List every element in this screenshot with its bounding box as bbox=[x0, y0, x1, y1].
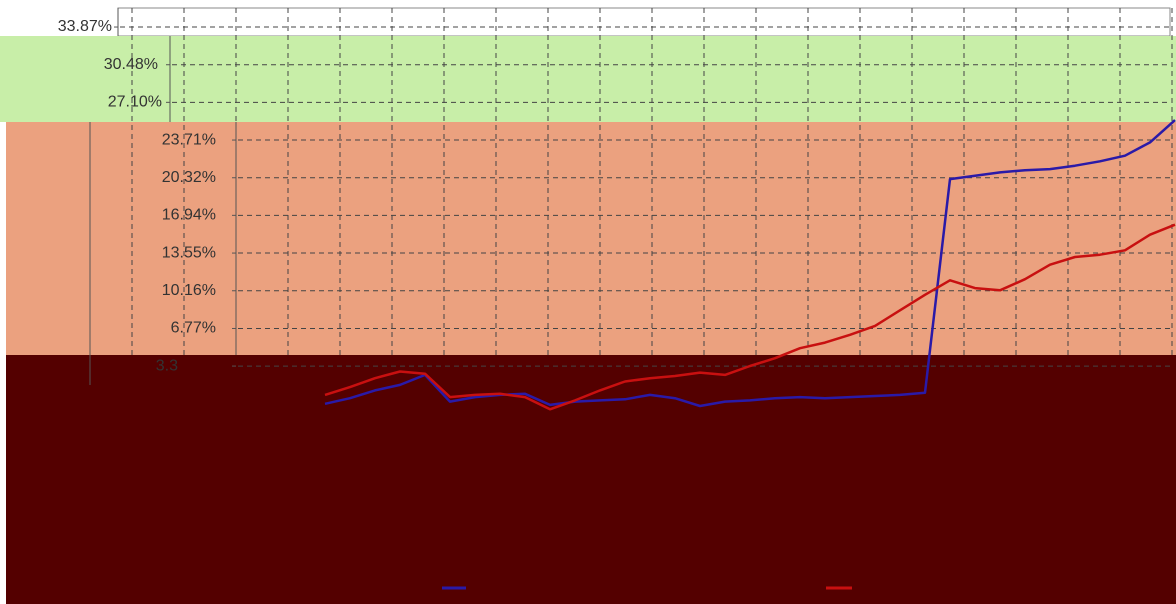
green-band bbox=[0, 36, 1176, 122]
y-tick-label: 20.32% bbox=[162, 169, 216, 186]
y-tick-label: 10.16% bbox=[162, 282, 216, 299]
vertical-grid bbox=[131, 8, 1173, 355]
dark-band bbox=[6, 355, 1176, 604]
y-tick-label: 27.10% bbox=[108, 94, 162, 111]
y-tick-label: 23.71% bbox=[162, 131, 216, 148]
y-tick-label: 16.94% bbox=[162, 207, 216, 224]
series-line bbox=[324, 119, 1176, 408]
y-tick-label: 13.55% bbox=[162, 244, 216, 261]
y-tick-label: 6.77% bbox=[171, 320, 216, 337]
y-tick-label: 33.87% bbox=[58, 18, 112, 35]
salmon-band bbox=[6, 122, 1176, 355]
top-panel bbox=[117, 7, 1171, 37]
y-tick-label: 30.48% bbox=[104, 56, 158, 73]
y-tick-label: 3.3 bbox=[156, 357, 178, 374]
series-line bbox=[324, 223, 1176, 411]
